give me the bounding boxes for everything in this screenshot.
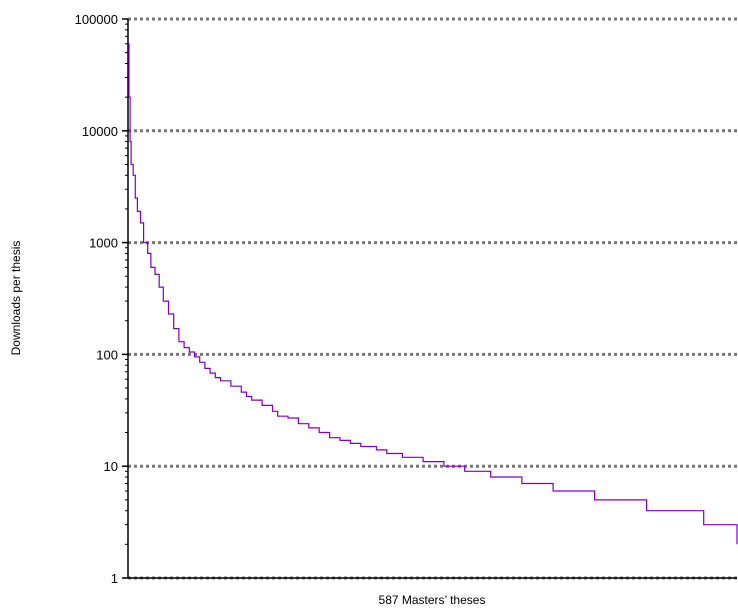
y-tick-label-10000: 10000 [82, 124, 118, 139]
series-line [128, 43, 738, 545]
y-tick-label-100: 100 [96, 347, 118, 362]
y-tick-label-1000: 1000 [89, 236, 118, 251]
y-tick-labels: 1 10 100 1000 10000 100000 [75, 12, 118, 586]
y-axis-label: Downloads per thesis [9, 241, 23, 356]
axes [127, 19, 737, 579]
x-axis-label: 587 Masters’ theses [379, 593, 486, 607]
y-tick-label-100000: 100000 [75, 12, 118, 27]
minor-ticks [122, 18, 128, 579]
gridlines [128, 17, 737, 580]
y-tick-label-1: 1 [111, 571, 118, 586]
y-tick-label-10: 10 [104, 459, 118, 474]
